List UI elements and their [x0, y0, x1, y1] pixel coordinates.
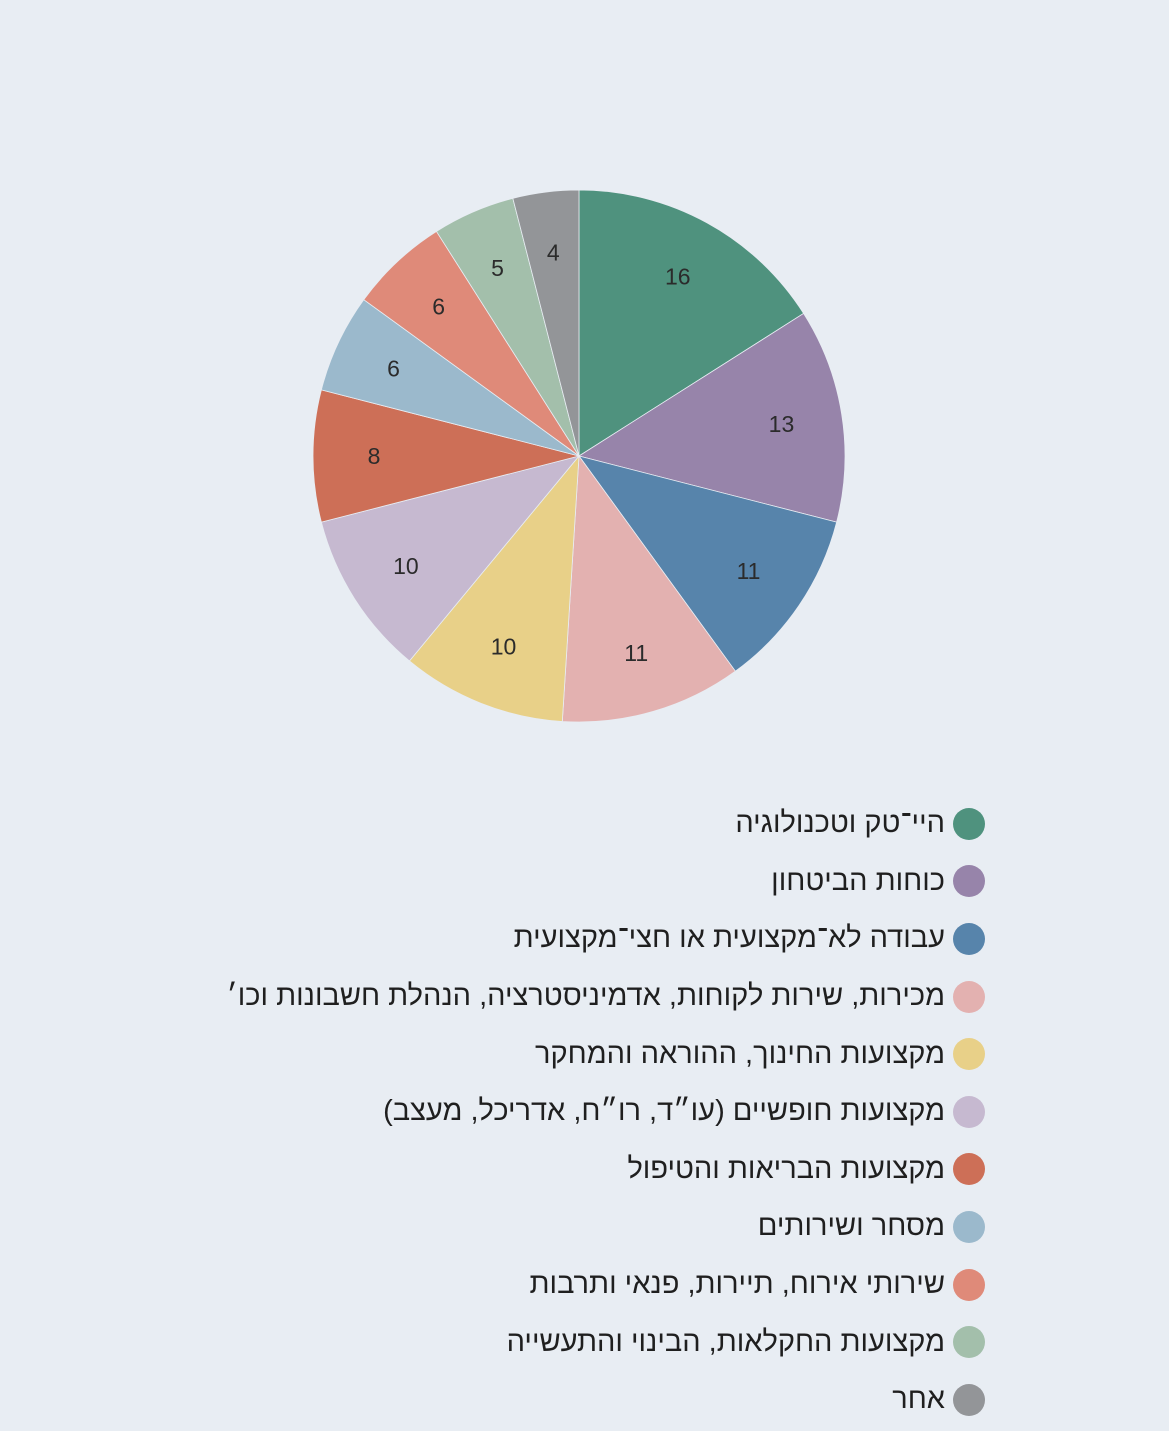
legend-item: אחר: [227, 1371, 985, 1429]
pie-slice: [320, 455, 581, 662]
pie-slice: [561, 454, 736, 723]
pie-chart: 16 13 11 11 10 10 8 6 6 5 4: [312, 189, 846, 723]
legend-label: מסחר ושירותים: [757, 1210, 945, 1243]
pie-slice: [512, 189, 580, 457]
legend-item: שירותי אירוח, תיירות, פנאי ותרבות: [227, 1256, 985, 1314]
legend-swatch: [953, 1095, 985, 1128]
legend-label: מקצועות חופשיים (עו״ד, רו״ח, אדריכל, מעצ…: [383, 1095, 945, 1128]
pie-slice: [312, 389, 580, 523]
legend-item: עבודה לא־מקצועית או חצי־מקצועית: [227, 910, 985, 968]
pie-slice: [578, 455, 838, 672]
slice-value-label: 4: [547, 240, 560, 266]
legend-item: כוחות הביטחון: [227, 853, 985, 911]
pie-slice: [408, 454, 580, 722]
legend-swatch: [953, 807, 985, 840]
legend-label: כוחות הביטחון: [771, 864, 945, 897]
legend-swatch: [953, 922, 985, 955]
legend-item: מקצועות החינוך, ההוראה והמחקר: [227, 1025, 985, 1083]
legend-swatch: [953, 1038, 985, 1071]
slice-value-label: 8: [368, 443, 381, 469]
slice-value-label: 11: [624, 640, 648, 666]
legend-label: מקצועות הבריאות והטיפול: [627, 1152, 945, 1185]
legend-swatch: [953, 980, 985, 1013]
legend-label: מקצועות החינוך, ההוראה והמחקר: [535, 1037, 945, 1070]
legend-item: מקצועות חופשיים (עו״ד, רו״ח, אדריכל, מעצ…: [227, 1083, 985, 1141]
legend-label: שירותי אירוח, תיירות, פנאי ותרבות: [529, 1268, 946, 1301]
legend-swatch: [953, 1153, 985, 1186]
slice-value-label: 10: [491, 634, 517, 660]
slice-value-label: 5: [491, 255, 504, 281]
legend-label: עבודה לא־מקצועית או חצי־מקצועית: [513, 922, 945, 955]
slice-value-label: 16: [665, 263, 691, 289]
pie-slice: [578, 189, 805, 457]
legend-label: היי־טק וטכנולוגיה: [735, 807, 945, 840]
chart-legend: היי־טק וטכנולוגיה כוחות הביטחון עבודה לא־מ…: [227, 795, 985, 1429]
legend-swatch: [953, 1383, 985, 1416]
legend-item: מקצועות הבריאות והטיפול: [227, 1141, 985, 1199]
legend-label: אחר: [892, 1383, 945, 1416]
legend-item: מסחר ושירותים: [227, 1198, 985, 1256]
pie-slice: [578, 312, 846, 523]
legend-label: מקצועות החקלאות, הבינוי והתעשייה: [506, 1325, 945, 1358]
legend-item: מכירות, שירות לקוחות, אדמיניסטרציה, הנהל…: [227, 968, 985, 1026]
legend-item: היי־טק וטכנולוגיה: [227, 795, 985, 853]
legend-label: מכירות, שירות לקוחות, אדמיניסטרציה, הנהל…: [226, 980, 945, 1013]
legend-item: מקצועות החקלאות, הבינוי והתעשייה: [227, 1313, 985, 1371]
slice-value-label: 6: [387, 356, 400, 382]
legend-swatch: [953, 1210, 985, 1243]
legend-swatch: [953, 1326, 985, 1359]
slice-value-label: 10: [393, 553, 419, 579]
slice-value-label: 11: [737, 558, 761, 584]
slice-value-label: 6: [432, 294, 445, 320]
legend-swatch: [953, 1268, 985, 1301]
legend-swatch: [953, 865, 985, 898]
slice-value-label: 13: [769, 411, 795, 437]
